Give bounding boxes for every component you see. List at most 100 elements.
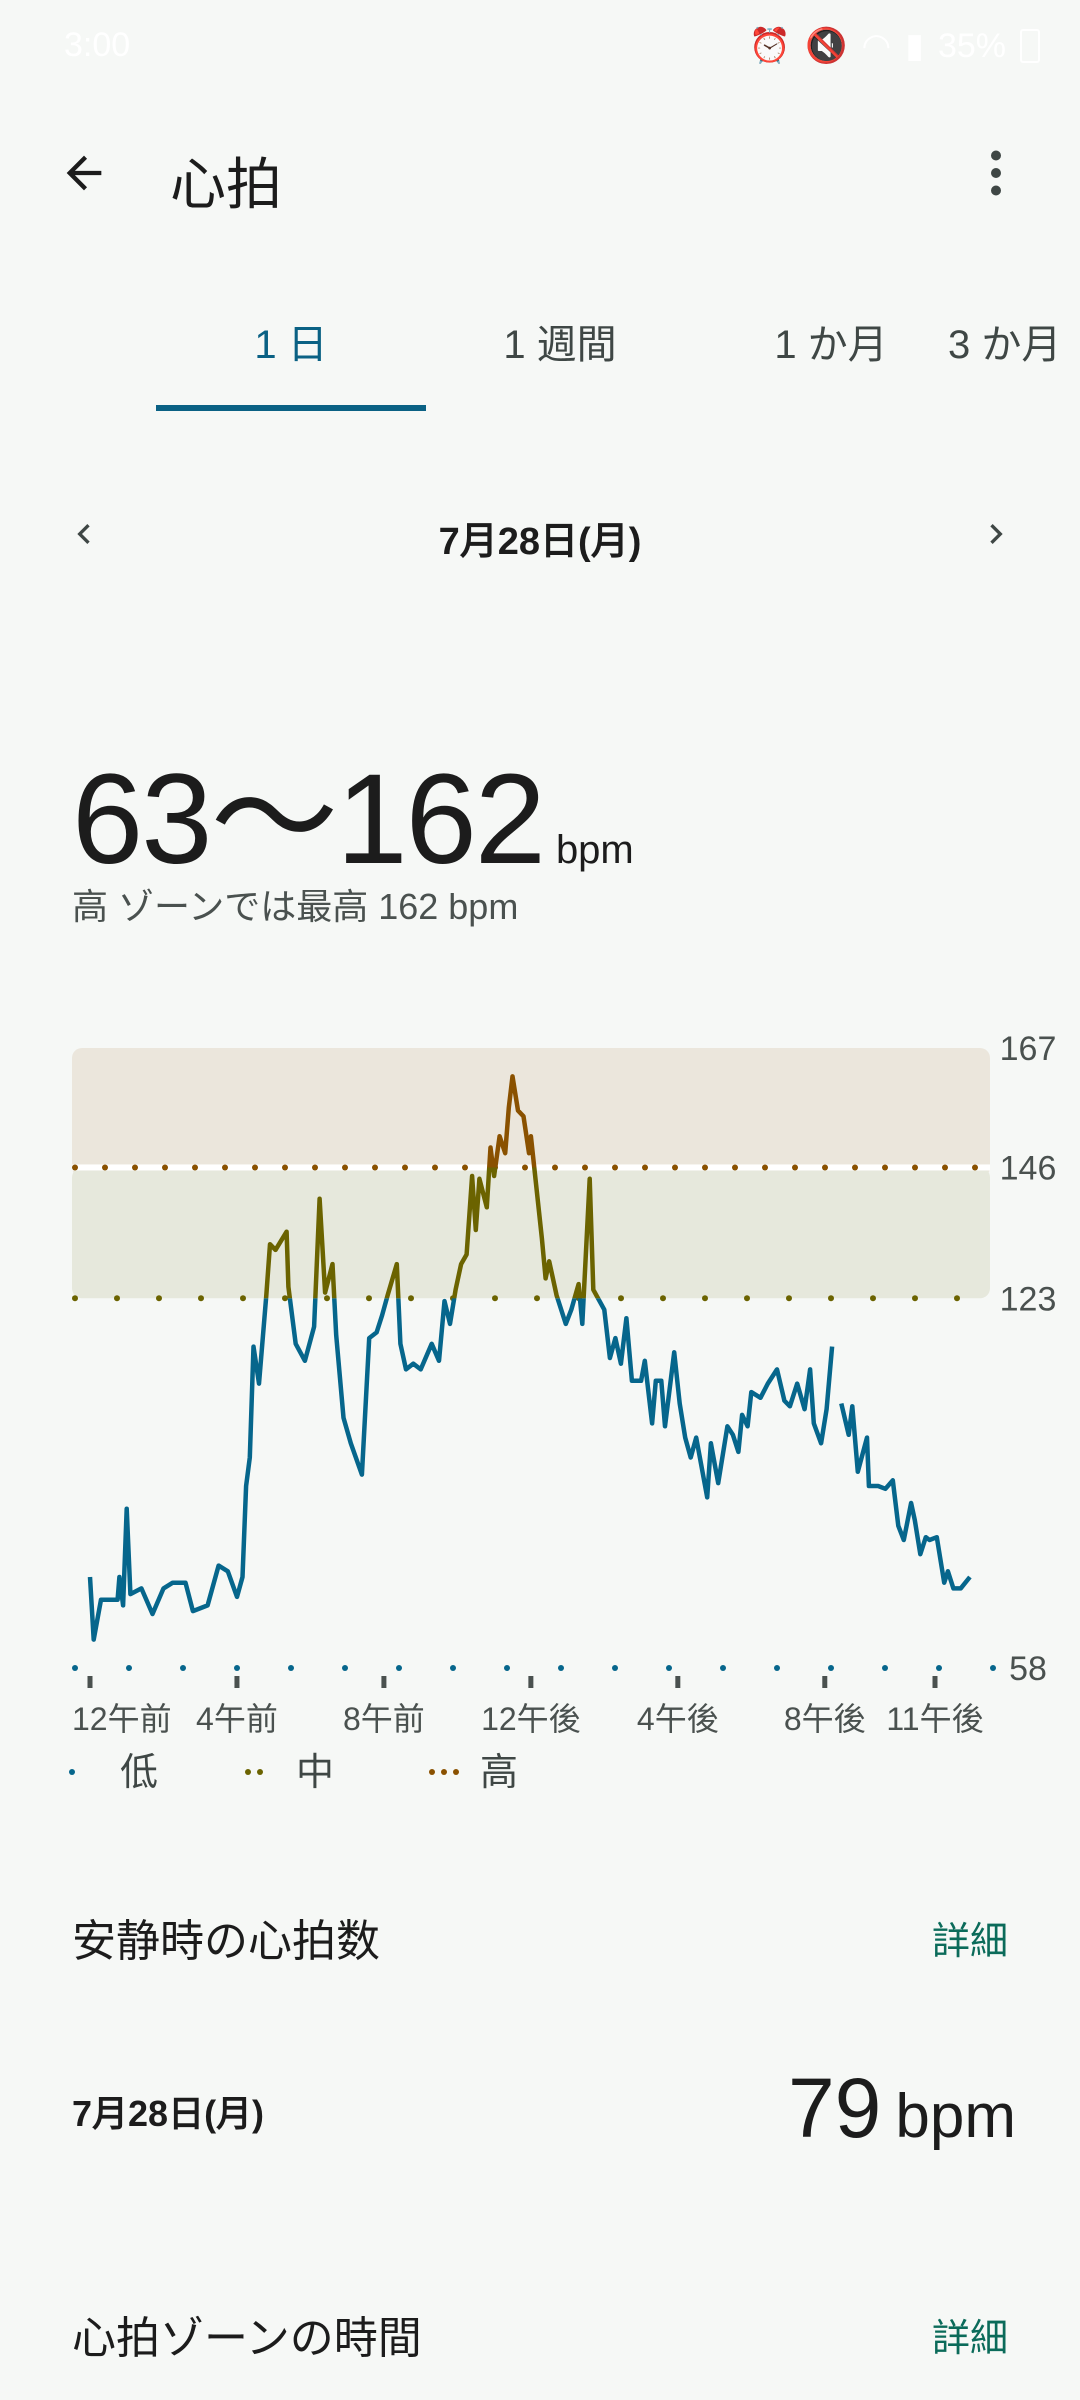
- x-tick-label: 11午後: [886, 1701, 983, 1737]
- zone-dot: [774, 1665, 780, 1671]
- resting-value: 79: [787, 2061, 882, 2155]
- wifi-icon: ◠: [861, 27, 892, 65]
- zone-dot: [402, 1164, 408, 1171]
- zone-dot: [222, 1164, 228, 1171]
- zone-dot: [372, 1164, 378, 1171]
- zone-dot: [72, 1164, 78, 1171]
- resting-heart-rate-title: 安静時の心拍数: [72, 1917, 380, 1966]
- tab-1-day[interactable]: 1 日: [254, 323, 328, 367]
- zone-dot: [162, 1164, 168, 1171]
- back-button[interactable]: [54, 143, 114, 203]
- zone-dot: [990, 1665, 996, 1671]
- mute-icon: 🔇: [805, 27, 848, 65]
- zone-dot: [450, 1665, 456, 1671]
- zone-dot: [582, 1164, 588, 1171]
- x-tick-mark: [932, 1676, 938, 1688]
- zone-dot: [324, 1295, 330, 1302]
- zone-dot: [552, 1164, 558, 1171]
- zone-dot: [156, 1295, 162, 1302]
- zone-dot: [672, 1164, 678, 1171]
- zone-dot: [828, 1295, 834, 1302]
- zone-dot: [198, 1295, 204, 1302]
- more-options-button[interactable]: [966, 143, 1026, 203]
- battery-icon: [1020, 29, 1040, 63]
- zone-dot: [408, 1295, 414, 1302]
- zone-dot: [114, 1295, 120, 1302]
- zone-dot: [618, 1295, 624, 1302]
- range-value: 63〜162: [72, 748, 546, 891]
- zone-dot: [462, 1164, 468, 1171]
- zone-dot: [642, 1164, 648, 1171]
- x-tick-label: 4午後: [637, 1701, 719, 1737]
- zone-dot: [732, 1164, 738, 1171]
- moderate-zone-band: [72, 1167, 990, 1299]
- zone-dot: [762, 1164, 768, 1171]
- zone-dot: [72, 1665, 78, 1671]
- next-day-button[interactable]: [970, 508, 1022, 560]
- heart-rate-line-1-moderate: [841, 1404, 970, 1589]
- zone-time-details-link[interactable]: 詳細: [931, 2318, 1008, 2360]
- zone-dot: [792, 1164, 798, 1171]
- zone-dot: [180, 1665, 186, 1671]
- range-unit: bpm: [555, 828, 634, 872]
- zone-dot: [882, 1164, 888, 1171]
- heart-rate-line-0-moderate: [263, 1167, 601, 1299]
- zone-dot: [312, 1164, 318, 1171]
- x-tick-mark: [234, 1676, 240, 1688]
- zone-dot: [282, 1295, 288, 1302]
- zone-dot: [612, 1164, 618, 1171]
- heart-rate-line-1-high: [841, 1404, 970, 1589]
- legend-dot: [257, 1769, 263, 1775]
- zone-dot: [252, 1164, 258, 1171]
- zone-dot: [702, 1295, 708, 1302]
- y-tick-label: 123: [1000, 1280, 1057, 1318]
- previous-day-button[interactable]: [58, 508, 110, 560]
- legend-label: 高: [480, 1752, 518, 1794]
- zone-dot: [702, 1164, 708, 1171]
- zone-dot: [786, 1295, 792, 1302]
- y-tick-label: 167: [1000, 1030, 1057, 1068]
- heart-rate-chart: 167 146 123 58 12午前 4午前 8午前 12午後 4午後 8午後 11午後 低 中 高: [69, 1030, 1057, 1794]
- heart-rate-line-1-low: [839, 1402, 972, 1591]
- zone-dot: [522, 1164, 528, 1171]
- legend-item-low: 低: [69, 1752, 158, 1794]
- legend-item-moderate: 中: [245, 1752, 334, 1794]
- x-tick-mark: [381, 1676, 387, 1688]
- zone-dot: [342, 1164, 348, 1171]
- tab-3-months[interactable]: 3 か月: [948, 323, 1062, 367]
- resting-details-link[interactable]: 詳細: [931, 1921, 1008, 1963]
- zone-dot: [72, 1295, 78, 1302]
- legend-dot: [245, 1769, 251, 1775]
- chevron-right-icon: [990, 524, 1003, 544]
- arrow-left-icon: [66, 155, 102, 191]
- zone-dot: [282, 1164, 288, 1171]
- zone-dot: [936, 1665, 942, 1671]
- zone-max-summary: 高 ゾーンでは最高 162 bpm: [72, 886, 519, 927]
- zone-dot: [126, 1665, 132, 1671]
- zone-dot: [396, 1665, 402, 1671]
- x-tick-label: 12午前: [72, 1701, 172, 1737]
- tab-1-month[interactable]: 1 か月: [774, 323, 888, 367]
- resting-unit: bpm: [895, 2082, 1016, 2151]
- zone-dot: [822, 1164, 828, 1171]
- x-tick-label: 4午前: [196, 1701, 278, 1737]
- zone-dot: [882, 1665, 888, 1671]
- zone-dot: [870, 1295, 876, 1302]
- legend-dot: [69, 1769, 75, 1775]
- heart-rate-line-0-low: [87, 1298, 835, 1642]
- zone-dot: [720, 1665, 726, 1671]
- tab-1-week[interactable]: 1 週間: [503, 323, 617, 367]
- zone-dot: [852, 1164, 858, 1171]
- heart-rate-range: 63〜162 bpm: [72, 715, 634, 900]
- y-tick-label: 58: [1009, 1650, 1047, 1688]
- active-tab-indicator: [156, 405, 426, 411]
- zone-dot: [666, 1665, 672, 1671]
- zone-dot: [504, 1665, 510, 1671]
- zone-dot: [660, 1295, 666, 1302]
- high-zone-band: [72, 1048, 990, 1178]
- zone-dot: [366, 1295, 372, 1302]
- zone-dot: [192, 1164, 198, 1171]
- x-tick-label: 12午後: [481, 1701, 581, 1737]
- legend-label: 中: [296, 1752, 334, 1794]
- x-tick-label: 8午前: [343, 1701, 425, 1737]
